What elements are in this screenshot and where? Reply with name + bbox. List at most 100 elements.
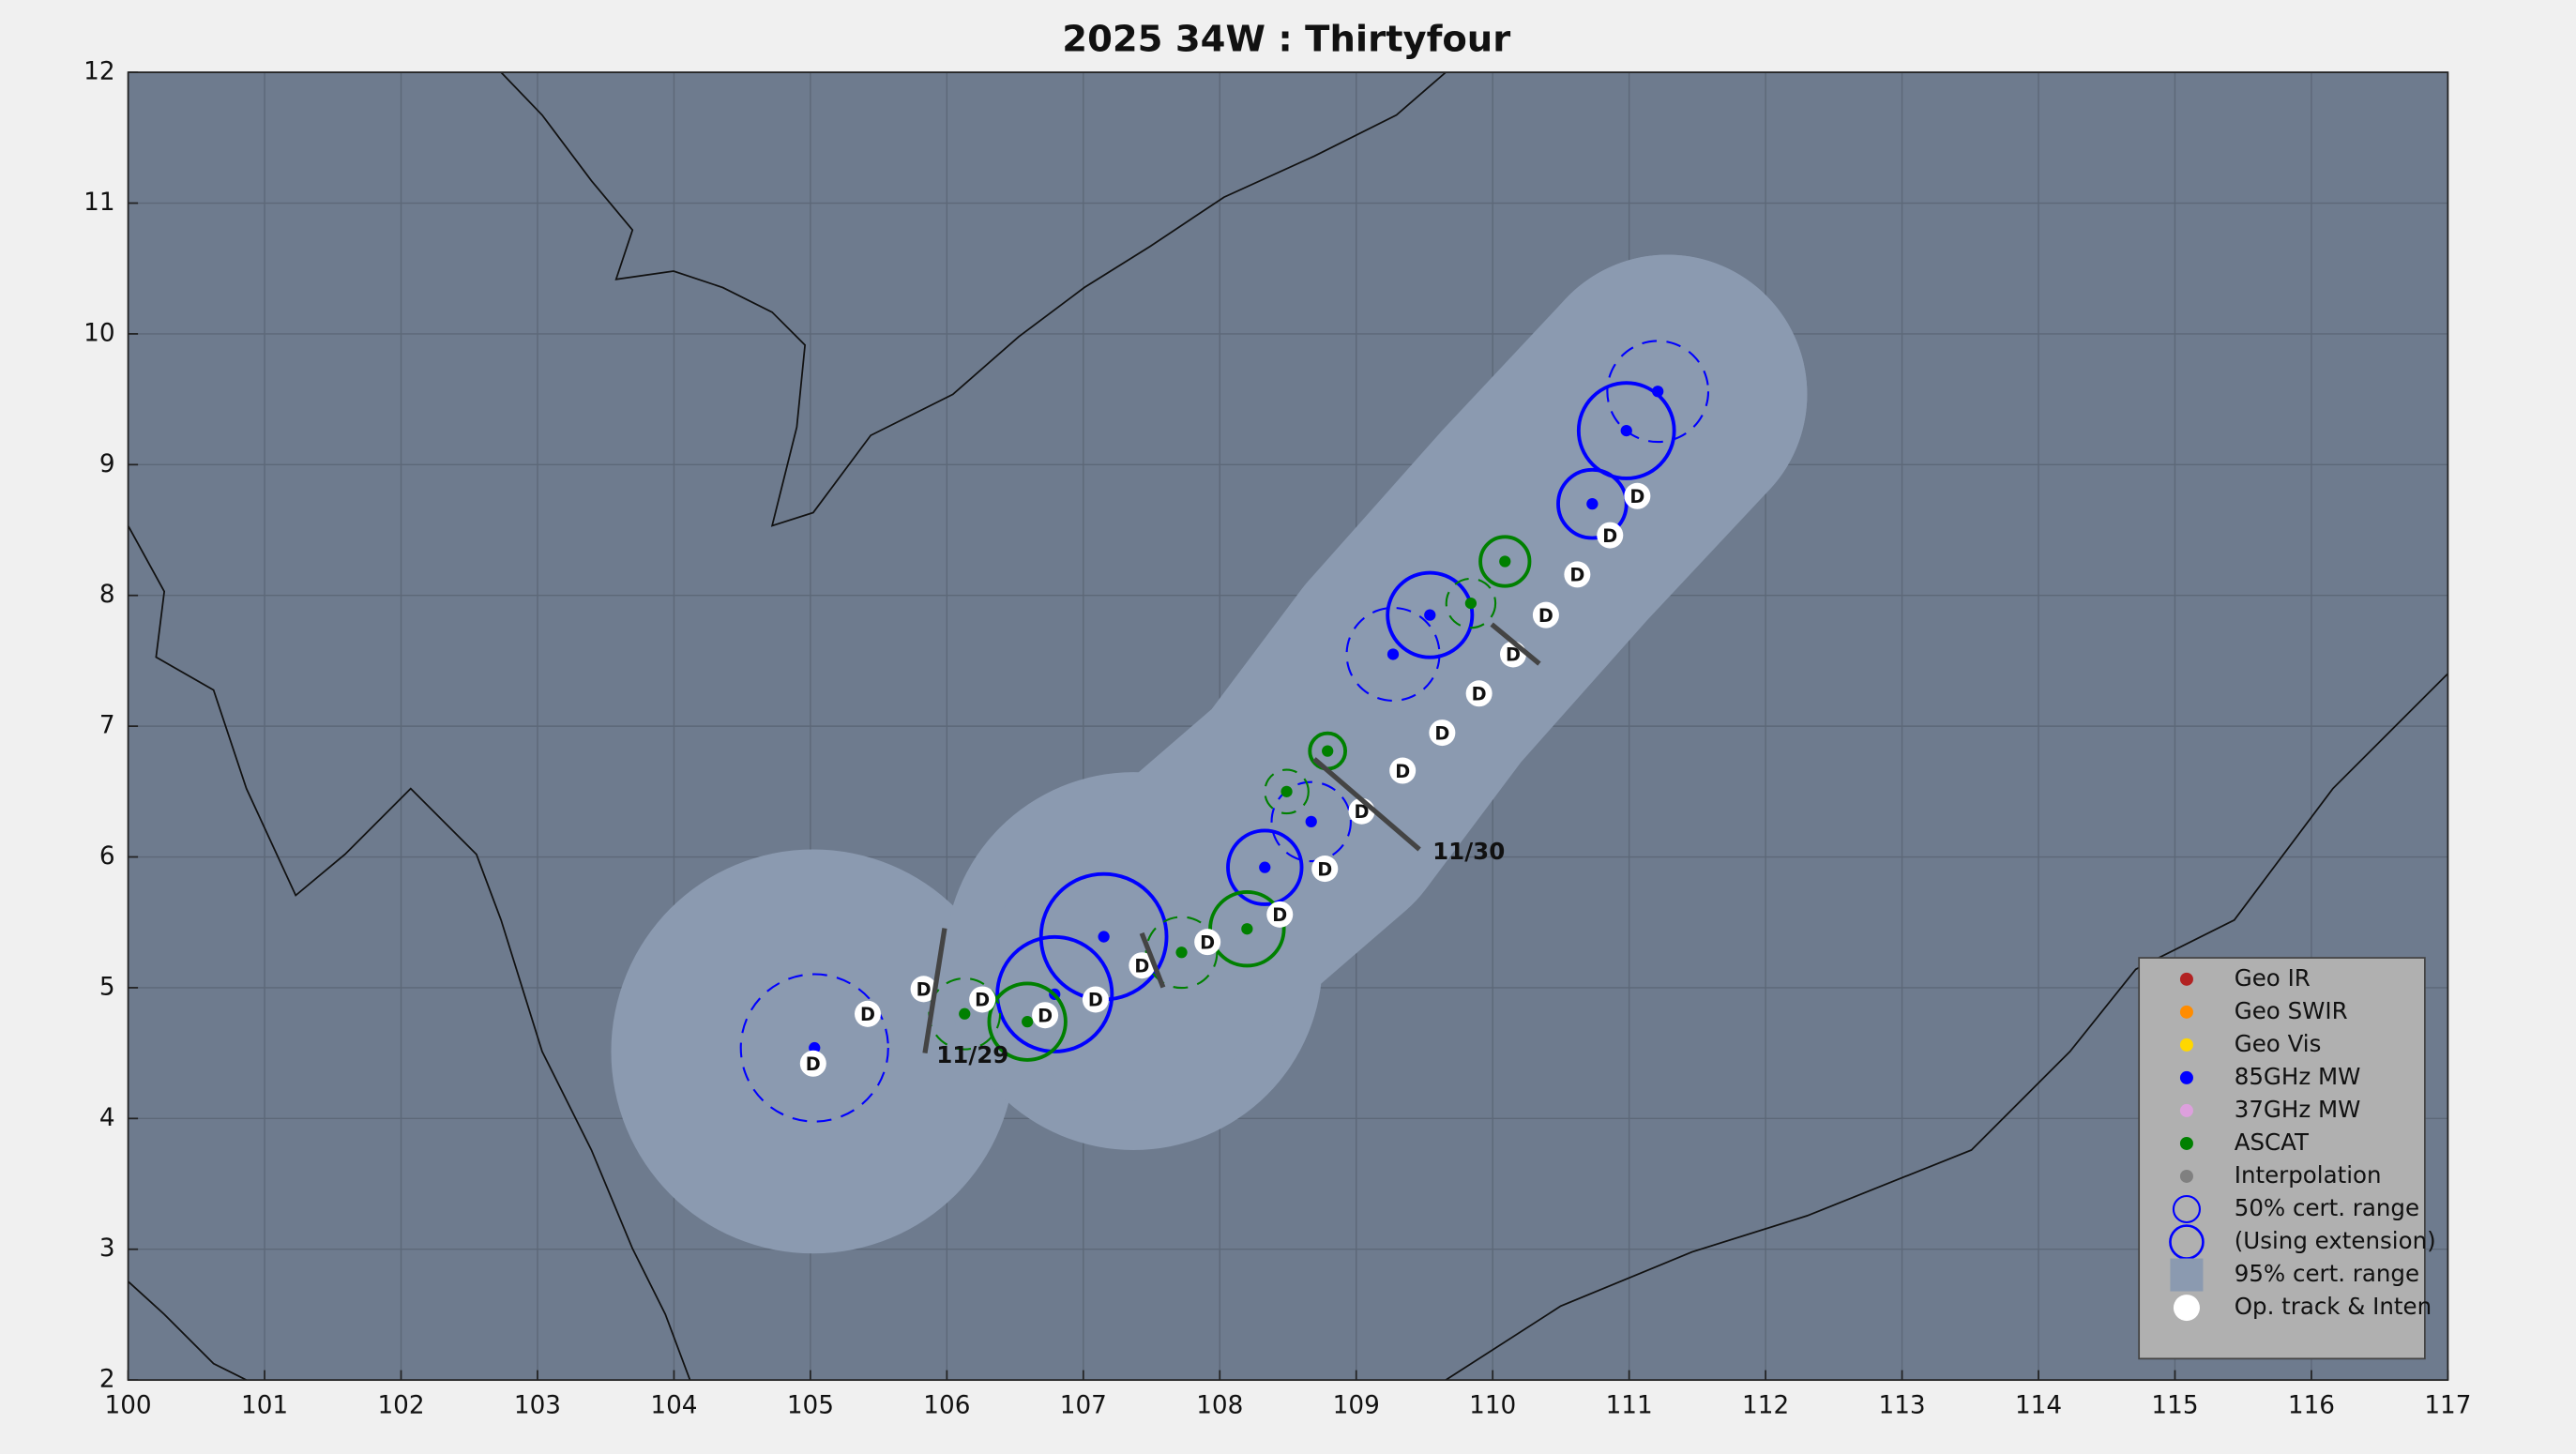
- track-point: [1465, 680, 1493, 707]
- certainty-circle: [1208, 889, 1286, 968]
- date-annotation: 11/30: [1432, 838, 1505, 865]
- certainty-circle: [1345, 606, 1441, 702]
- fix-point: [1098, 931, 1110, 943]
- x-tick-label: 116: [2288, 1392, 2335, 1420]
- x-tick-label: 108: [1196, 1392, 1243, 1420]
- fix-point: [1022, 1016, 1034, 1028]
- x-tick-label: 103: [514, 1392, 561, 1420]
- intensity-label: D: [1134, 955, 1149, 977]
- certainty-circle: [1386, 570, 1475, 659]
- legend-label: 37GHz MW: [2235, 1096, 2361, 1123]
- intensity-label: D: [1602, 525, 1617, 547]
- intensity-label: D: [975, 990, 990, 1011]
- y-tick-label: 4: [99, 1104, 115, 1132]
- track-point: [1597, 522, 1624, 549]
- track-point: [969, 986, 996, 1013]
- track-point: [1266, 901, 1294, 928]
- chart-title: 2025 34W : Thirtyfour: [1062, 18, 1510, 60]
- certainty-circle: [1606, 340, 1710, 444]
- track-point: [1082, 986, 1109, 1013]
- certainty-circle: [1478, 535, 1532, 588]
- legend-marker: [2172, 1194, 2202, 1224]
- legend-marker: [2170, 1258, 2204, 1292]
- intensity-label: D: [1317, 858, 1332, 880]
- intensity-label: D: [1038, 1005, 1053, 1026]
- legend-label: ASCAT: [2235, 1128, 2310, 1156]
- legend-marker: [2173, 1295, 2200, 1322]
- intensity-label: D: [1434, 722, 1449, 744]
- track-point: [1624, 482, 1651, 509]
- fix-point: [1499, 555, 1511, 568]
- legend-label: Interpolation: [2235, 1161, 2382, 1189]
- track-point: [1389, 757, 1417, 784]
- fix-point: [1652, 386, 1664, 398]
- intensity-label: D: [860, 1004, 875, 1025]
- x-tick-label: 101: [241, 1392, 288, 1420]
- legend-marker: [2179, 972, 2193, 986]
- x-tick-label: 105: [787, 1392, 834, 1420]
- x-tick-label: 111: [1606, 1392, 1653, 1420]
- intensity-label: D: [1538, 605, 1553, 627]
- fix-point: [1241, 923, 1253, 935]
- intensity-label: D: [1569, 565, 1584, 586]
- x-tick-label: 100: [105, 1392, 152, 1420]
- intensity-label: D: [1472, 684, 1487, 705]
- track-point: [1311, 856, 1339, 883]
- x-tick-label: 102: [377, 1392, 424, 1420]
- x-tick-label: 109: [1333, 1392, 1380, 1420]
- fix-point: [959, 1007, 971, 1020]
- date-annotation: 11/29: [936, 1041, 1008, 1068]
- track-point: [799, 1050, 826, 1077]
- legend-label: Geo IR: [2235, 964, 2311, 992]
- y-tick-label: 5: [99, 973, 115, 1001]
- fix-point: [1386, 648, 1400, 660]
- fix-point: [1175, 947, 1188, 959]
- legend-label: Geo Vis: [2235, 1030, 2322, 1057]
- y-tick-label: 2: [99, 1366, 115, 1394]
- intensity-label: D: [806, 1053, 821, 1075]
- track-point: [1532, 601, 1559, 629]
- coastlines: [127, 71, 2449, 1381]
- certainty-circle: [1445, 577, 1497, 629]
- fix-point: [1586, 498, 1599, 510]
- certainty-circle: [1226, 828, 1304, 906]
- y-tick-label: 8: [99, 581, 115, 609]
- legend-marker: [2179, 1037, 2193, 1052]
- y-tick-label: 11: [83, 189, 114, 217]
- x-tick-label: 117: [2424, 1392, 2471, 1420]
- legend-label: (Using extension): [2235, 1227, 2436, 1254]
- intensity-label: D: [917, 979, 932, 1001]
- intensity-label: D: [1200, 931, 1215, 953]
- certainty-circle: [1270, 780, 1352, 863]
- track-point: [854, 1000, 881, 1027]
- x-tick-label: 112: [1742, 1392, 1789, 1420]
- x-tick-label: 107: [1060, 1392, 1107, 1420]
- fix-point: [1305, 815, 1317, 828]
- certainty-circle: [1556, 467, 1629, 540]
- intensity-label: D: [1629, 486, 1644, 507]
- track-point: [1129, 952, 1156, 979]
- y-tick-label: 10: [83, 319, 114, 347]
- y-tick-label: 9: [99, 450, 115, 478]
- x-tick-label: 106: [923, 1392, 970, 1420]
- x-tick-label: 115: [2151, 1392, 2198, 1420]
- fix-point: [1259, 861, 1271, 873]
- legend-marker: [2179, 1136, 2193, 1150]
- legend-marker: [2179, 1070, 2193, 1084]
- intensity-label: D: [1088, 990, 1103, 1011]
- legend: Geo IR Geo SWIR Geo Vis 85GHz MW 37GHz MW ASC…: [2138, 957, 2436, 1360]
- y-tick-label: 6: [99, 842, 115, 871]
- y-tick-label: 12: [83, 58, 114, 86]
- x-tick-label: 104: [650, 1392, 697, 1420]
- intensity-label: D: [1395, 761, 1410, 782]
- certainty-circle: [1264, 768, 1310, 815]
- legend-label: Op. track & Inten: [2235, 1293, 2432, 1320]
- intensity-label: D: [1506, 644, 1521, 666]
- day-markers: [922, 622, 1541, 1054]
- legend-label: Geo SWIR: [2235, 997, 2348, 1024]
- intensity-label: D: [1272, 904, 1287, 926]
- legend-label: 85GHz MW: [2235, 1063, 2361, 1090]
- fix-point: [1280, 785, 1293, 797]
- track-point: [910, 976, 937, 1003]
